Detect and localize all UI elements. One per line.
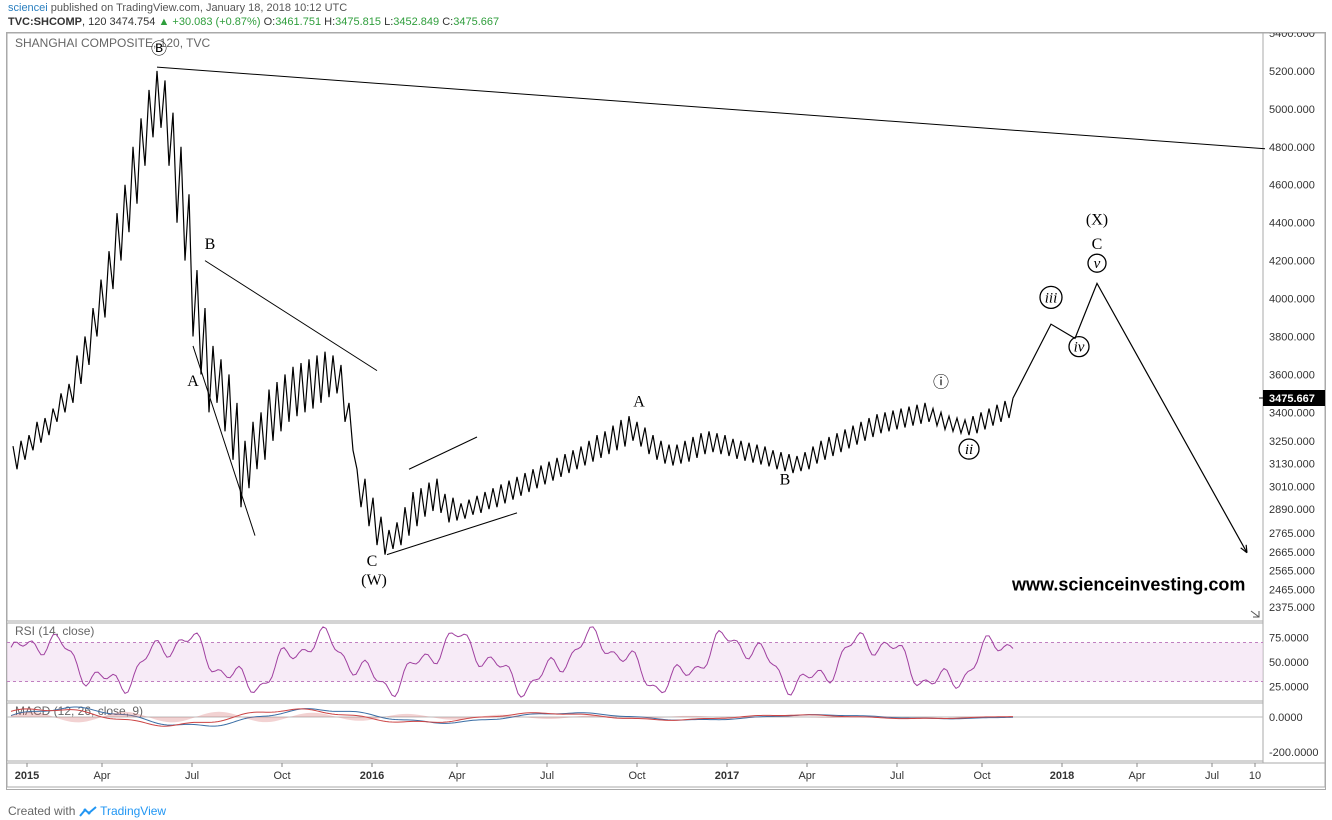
publish-line: sciencei published on TradingView.com, J… bbox=[8, 2, 347, 14]
svg-text:B: B bbox=[780, 471, 791, 488]
svg-text:3800.000: 3800.000 bbox=[1269, 331, 1315, 343]
svg-text:3130.000: 3130.000 bbox=[1269, 459, 1315, 471]
svg-text:2565.000: 2565.000 bbox=[1269, 566, 1315, 578]
svg-text:iii: iii bbox=[1045, 290, 1058, 306]
svg-text:2015: 2015 bbox=[15, 770, 39, 782]
svg-text:3010.000: 3010.000 bbox=[1269, 481, 1315, 493]
svg-text:3600.000: 3600.000 bbox=[1269, 369, 1315, 381]
svg-text:2018: 2018 bbox=[1050, 770, 1074, 782]
svg-text:4600.000: 4600.000 bbox=[1269, 180, 1315, 192]
svg-text:Oct: Oct bbox=[628, 770, 645, 782]
svg-text:3400.000: 3400.000 bbox=[1269, 407, 1315, 419]
svg-text:2017: 2017 bbox=[715, 770, 739, 782]
svg-text:5000.000: 5000.000 bbox=[1269, 104, 1315, 116]
svg-text:2765.000: 2765.000 bbox=[1269, 528, 1315, 540]
svg-text:4400.000: 4400.000 bbox=[1269, 218, 1315, 230]
svg-text:Ⓑ: Ⓑ bbox=[151, 40, 167, 58]
svg-text:C: C bbox=[367, 553, 378, 570]
svg-text:ⓘ: ⓘ bbox=[933, 374, 949, 392]
svg-text:B: B bbox=[205, 236, 216, 253]
svg-text:Oct: Oct bbox=[273, 770, 290, 782]
svg-text:10: 10 bbox=[1249, 770, 1261, 782]
svg-text:3250.000: 3250.000 bbox=[1269, 436, 1315, 448]
svg-text:0.0000: 0.0000 bbox=[1269, 712, 1303, 724]
footer-brand[interactable]: TradingView bbox=[100, 804, 166, 818]
svg-text:4800.000: 4800.000 bbox=[1269, 142, 1315, 154]
svg-text:A: A bbox=[633, 394, 645, 411]
svg-text:Apr: Apr bbox=[1128, 770, 1145, 782]
svg-text:Jul: Jul bbox=[185, 770, 199, 782]
svg-text:Apr: Apr bbox=[448, 770, 465, 782]
svg-text:www.scienceinvesting.com: www.scienceinvesting.com bbox=[1011, 575, 1245, 595]
svg-text:5400.000: 5400.000 bbox=[1269, 33, 1315, 40]
svg-text:Jul: Jul bbox=[1205, 770, 1219, 782]
svg-text:(W): (W) bbox=[361, 572, 387, 589]
svg-text:Jul: Jul bbox=[890, 770, 904, 782]
chart-title: SHANGHAI COMPOSITE, 120, TVC bbox=[15, 36, 210, 50]
footer: Created with TradingView bbox=[8, 804, 166, 818]
svg-text:C: C bbox=[1092, 236, 1103, 253]
chart-area[interactable]: 5400.000 5200.000 5000.000 4800.000 4600.000… bbox=[6, 32, 1326, 790]
svg-text:2890.000: 2890.000 bbox=[1269, 504, 1315, 516]
svg-text:ii: ii bbox=[965, 442, 973, 458]
svg-text:A: A bbox=[187, 373, 199, 390]
svg-text:-200.0000: -200.0000 bbox=[1269, 747, 1319, 759]
svg-text:(X): (X) bbox=[1086, 212, 1108, 229]
symbol: TVC:SHCOMP bbox=[8, 16, 82, 28]
svg-text:4000.000: 4000.000 bbox=[1269, 294, 1315, 306]
svg-text:Oct: Oct bbox=[973, 770, 990, 782]
svg-text:2465.000: 2465.000 bbox=[1269, 585, 1315, 597]
svg-text:iv: iv bbox=[1074, 340, 1085, 356]
svg-text:3475.667: 3475.667 bbox=[1269, 393, 1315, 405]
svg-text:25.0000: 25.0000 bbox=[1269, 681, 1309, 693]
svg-text:2665.000: 2665.000 bbox=[1269, 547, 1315, 559]
svg-text:4200.000: 4200.000 bbox=[1269, 256, 1315, 268]
svg-text:75.0000: 75.0000 bbox=[1269, 633, 1309, 645]
svg-text:50.0000: 50.0000 bbox=[1269, 657, 1309, 669]
svg-text:Apr: Apr bbox=[93, 770, 110, 782]
svg-text:v: v bbox=[1094, 256, 1101, 272]
quote-line: TVC:SHCOMP, 120 3474.754 ▲ +30.083 (+0.8… bbox=[8, 16, 499, 28]
svg-text:Apr: Apr bbox=[798, 770, 815, 782]
svg-text:Jul: Jul bbox=[540, 770, 554, 782]
tradingview-icon bbox=[79, 806, 97, 818]
svg-text:2375.000: 2375.000 bbox=[1269, 602, 1315, 614]
svg-text:RSI (14, close): RSI (14, close) bbox=[15, 624, 94, 638]
svg-text:2016: 2016 bbox=[360, 770, 384, 782]
publisher-user[interactable]: sciencei bbox=[8, 2, 48, 14]
svg-text:5200.000: 5200.000 bbox=[1269, 66, 1315, 78]
